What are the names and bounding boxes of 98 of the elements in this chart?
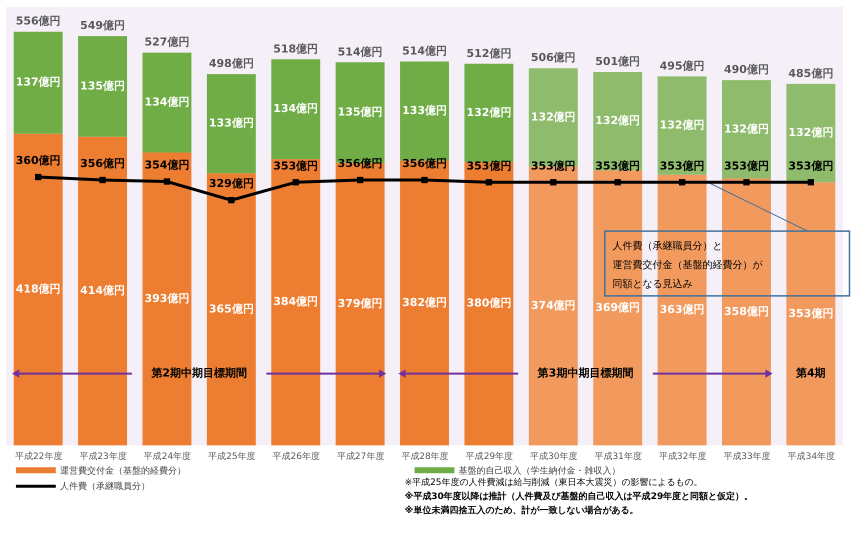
text: ※単位未満四捨五入のため、計が一致しない場合がある。 [404, 505, 638, 516]
bar [14, 134, 63, 446]
total-label: 485億円 [788, 66, 834, 80]
legend-label: 人件費（承継職員分） [60, 481, 150, 492]
point [164, 178, 170, 185]
bar [271, 59, 320, 160]
legend-label: 運営費交付金（基盤的経費分） [60, 465, 186, 476]
bar [142, 152, 192, 446]
bar [78, 136, 128, 446]
x-tick-label: 平成31年度 [594, 450, 642, 462]
total-label: 518億円 [273, 42, 318, 56]
total-label: 556億円 [16, 14, 61, 28]
total-label: 498億円 [208, 57, 254, 70]
total-label: 514億円 [402, 44, 447, 58]
point [486, 179, 492, 186]
data-label: 353億円 [788, 306, 834, 320]
total-label: 506億円 [530, 51, 576, 64]
total-label: 490億円 [724, 63, 769, 76]
data-label: 134億円 [273, 102, 318, 116]
data-label: 393億円 [144, 292, 190, 305]
band-label: 第4期 [795, 366, 826, 380]
bar [271, 159, 320, 446]
data-label: 133億円 [402, 104, 447, 118]
data-label: 379億円 [338, 297, 383, 310]
data-label: 353億円 [466, 159, 512, 172]
bar [206, 74, 256, 174]
bar [78, 36, 128, 137]
point [292, 179, 299, 186]
data-label: 374億円 [530, 298, 576, 312]
bar [14, 32, 63, 134]
point [614, 179, 621, 186]
data-label: 353億円 [724, 159, 769, 172]
data-label: 353億円 [530, 159, 576, 172]
data-label: 132億円 [595, 114, 640, 128]
point [35, 174, 42, 180]
data-label: 365億円 [208, 302, 254, 316]
x-tick-label: 平成34年度 [788, 450, 836, 462]
total-label: 514億円 [338, 45, 383, 58]
data-label: 360億円 [16, 154, 61, 168]
data-label: 135億円 [338, 106, 383, 119]
data-label: 418億円 [16, 282, 61, 296]
data-label: 137億円 [16, 76, 61, 89]
data-label: 134億円 [144, 95, 190, 108]
data-label: 380億円 [466, 296, 512, 310]
data-label: 353億円 [788, 159, 834, 172]
x-tick-label: 平成26年度 [272, 450, 320, 462]
total-label: 549億円 [80, 19, 125, 32]
data-label: 382億円 [402, 296, 447, 309]
point [550, 179, 556, 186]
data-label: 354億円 [144, 158, 190, 172]
point [678, 179, 686, 186]
x-tick-label: 平成25年度 [208, 450, 256, 462]
data-label: 353億円 [660, 159, 705, 172]
annotation: 人件費（承継職員分）と [612, 240, 723, 252]
data-label: 384億円 [273, 295, 318, 308]
data-label: 414億円 [80, 284, 125, 298]
data-label: 132億円 [530, 110, 576, 124]
point [743, 179, 750, 186]
data-label: 135億円 [80, 79, 125, 92]
bar [722, 178, 771, 446]
data-label: 132億円 [660, 118, 705, 132]
x-tick-label: 平成30年度 [530, 450, 578, 462]
data-label: 356億円 [338, 157, 383, 170]
text: ※平成25年度の人件費減は給与削減（東日本大震災）の影響によるもの。 [404, 477, 702, 488]
total-label: 512億円 [466, 46, 512, 60]
x-tick-label: 平成28年度 [401, 450, 449, 462]
point [421, 176, 428, 184]
data-label: 369億円 [595, 300, 640, 314]
data-label: 133億円 [208, 116, 254, 130]
data-label: 132億円 [788, 126, 834, 140]
total-label: 495億円 [660, 59, 705, 72]
data-label: 356億円 [80, 157, 125, 170]
x-tick-label: 平成22年度 [14, 450, 62, 462]
data-label: 363億円 [660, 303, 705, 316]
x-tick-label: 平成32年度 [658, 450, 706, 462]
bar [142, 52, 192, 152]
data-label: 353億円 [595, 159, 640, 172]
point [228, 196, 234, 204]
data-label: 132億円 [466, 106, 512, 119]
total-label: 527億円 [144, 36, 190, 49]
bar [786, 182, 836, 446]
x-tick-label: 平成27年度 [336, 450, 384, 462]
x-tick-label: 平成29年度 [466, 450, 514, 462]
legend-label: 基盤的自己収入（学生納付金・雑収入） [458, 465, 620, 476]
total-label: 501億円 [595, 54, 640, 68]
x-tick-label: 平成33年度 [723, 450, 771, 462]
x-tick-label: 平成23年度 [79, 450, 127, 462]
bar [464, 162, 514, 446]
point [99, 176, 106, 184]
point [808, 179, 814, 186]
data-label: 132億円 [724, 122, 769, 136]
x-tick-label: 平成24年度 [144, 450, 192, 462]
text: ※平成30年度以降は推計（人件費及び基盤的自己収入は平成29年度と同額と仮定）。 [404, 491, 754, 502]
data-label: 329億円 [208, 177, 254, 190]
point [356, 176, 364, 184]
data-label: 358億円 [724, 304, 769, 318]
data-label: 356億円 [402, 157, 447, 170]
data-label: 353億円 [273, 159, 318, 172]
